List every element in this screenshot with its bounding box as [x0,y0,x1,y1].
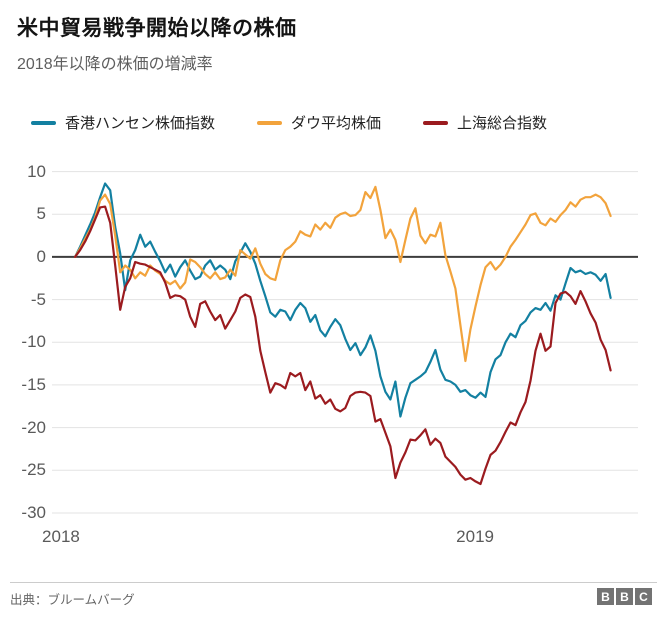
page-subtitle: 2018年以降の株価の増減率 [17,56,213,73]
legend-item-hang-seng: 香港ハンセン株価指数 [31,112,215,133]
bbc-logo-letter: B [616,588,633,605]
y-axis-tick-label: 5 [36,204,46,224]
legend-label-hang-seng: 香港ハンセン株価指数 [65,115,216,132]
y-axis-tick-label: -15 [21,374,46,394]
page-title: 米中貿易戦争開始以降の株価 [17,17,297,40]
chart-legend: 香港ハンセン株価指数 ダウ平均株価 上海総合指数 [31,112,547,133]
plot-area [52,171,638,514]
legend-label-shanghai: 上海総合指数 [457,115,548,132]
y-axis-tick-label: 10 [27,161,46,181]
footer-divider [10,582,657,583]
bbc-logo-letter: B [597,588,614,605]
x-axis-tick-label: 2018 [42,527,80,546]
y-axis-tick-label: 0 [36,246,46,266]
bbc-logo-letter: C [635,588,652,605]
legend-swatch-shanghai [423,120,449,125]
series-line-0 [74,182,612,418]
legend-swatch-hang-seng [31,120,56,125]
y-axis-tick-label: -30 [21,502,46,522]
legend-swatch-dow [257,120,283,125]
source-credit: 出典：ブルームバーグ [10,593,135,607]
y-axis-tick-label: -5 [30,289,46,309]
bbc-logo: B B C [597,588,652,605]
legend-item-shanghai: 上海総合指数 [423,112,547,133]
series-line-2 [74,205,612,486]
y-axis-tick-label: -20 [21,417,46,437]
y-axis-tick-label: -10 [21,332,46,352]
legend-label-dow: ダウ平均株価 [291,115,382,132]
x-axis-tick-label: 2019 [456,527,494,546]
line-chart: 10 5 0 -5 -10 -15 -20 -25 -30 2018 2019 [21,161,638,546]
y-axis-tick-label: -25 [21,460,46,480]
legend-item-dow: ダウ平均株価 [257,112,381,133]
